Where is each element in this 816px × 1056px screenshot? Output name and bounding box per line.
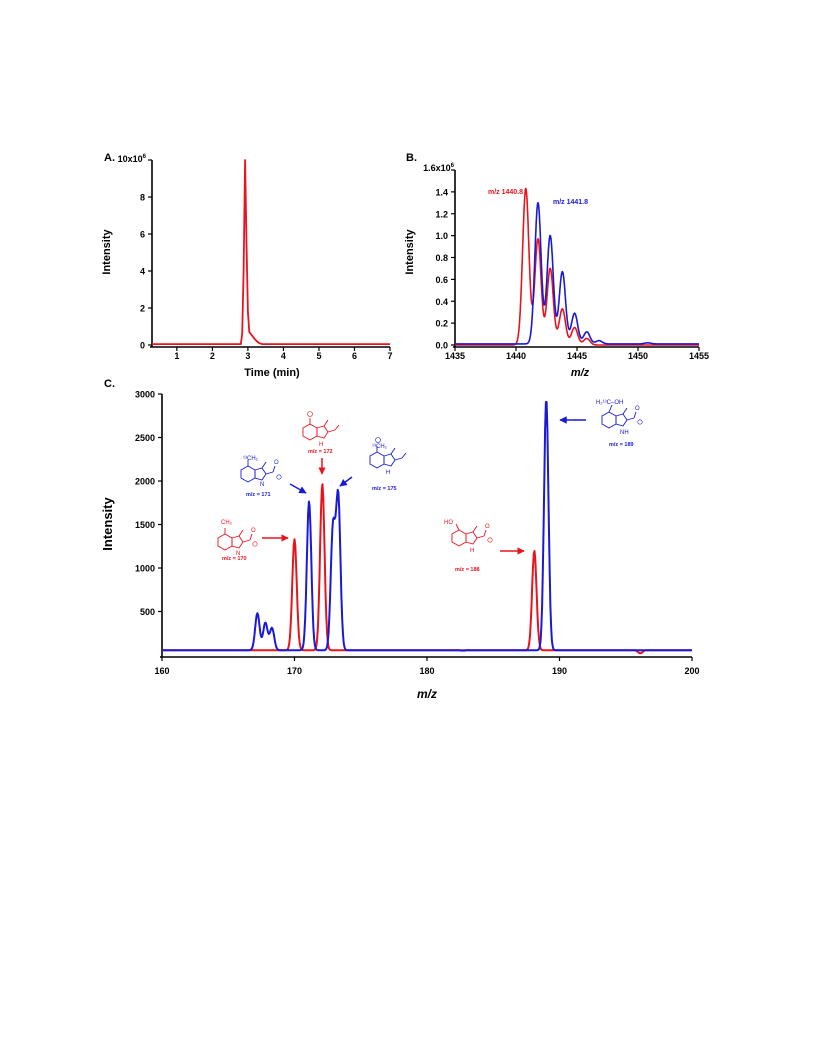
- panel-a-ylabel: Intensity: [101, 229, 113, 275]
- panel-a-ymax-mantissa: 10x10: [118, 154, 143, 164]
- panel-a: A. Intensity Time (min) 10x106 1 2 3 4 5 6 702…: [101, 152, 393, 379]
- panel-b-ymax-mantissa: 1.6x10: [423, 163, 451, 173]
- structure-188-o: O: [485, 524, 490, 530]
- x-tick-label: 3: [245, 351, 250, 361]
- panel-a-ymax-exponent: 6: [143, 154, 147, 160]
- panel-a-axes: 1 2 3 4 5 6 7 0 2 4 6 8: [140, 159, 393, 361]
- panel-b-ymax-label: 1.6x106: [423, 163, 455, 173]
- panel-b-axes: 1435 1440 1445 1450 1455 0.0 0.2 0.4 0.6 0.8 1.0 1.…: [435, 169, 709, 361]
- x-tick-label: 1435: [445, 351, 465, 361]
- annotation-188: m/z = 188: [455, 567, 480, 573]
- panel-b-ymax-exponent: 6: [451, 163, 455, 169]
- y-tick-label: 1500: [135, 520, 155, 530]
- structure-189-o: O: [635, 406, 640, 412]
- structure-175-nh: H: [386, 470, 390, 476]
- structure-171-o: O: [274, 460, 279, 466]
- panel-c: C. Intensity m/z 160 170 180 190 20050010001…: [100, 378, 700, 701]
- y-tick-label: 1.2: [435, 209, 448, 219]
- x-tick-label: 7: [387, 351, 392, 361]
- x-tick-label: 2: [210, 351, 215, 361]
- y-tick-label: 0.4: [435, 297, 448, 307]
- series-line-blue: [161, 401, 693, 652]
- panel-b-label: B.: [406, 152, 417, 164]
- x-tick-label: 1455: [689, 351, 709, 361]
- panel-b: B. Intensity m/z 1.6x106 m/z 1440.8 m/z …: [404, 152, 709, 379]
- y-tick-label: 2000: [135, 477, 155, 487]
- x-tick-label: 1445: [567, 351, 587, 361]
- y-tick-label: 2: [140, 304, 145, 314]
- structure-175: [369, 437, 407, 469]
- structure-172-nh: H: [319, 442, 323, 448]
- x-tick-label: 160: [154, 666, 169, 676]
- panel-b-annotation-red: m/z 1440.8: [488, 189, 523, 196]
- structure-170-n: N: [236, 551, 240, 557]
- y-tick-label: 1.0: [435, 231, 448, 241]
- structure-188-ho: HO: [444, 520, 453, 526]
- arrow-175: [339, 476, 353, 487]
- structure-175-13ch2: ¹³CH₂: [372, 444, 388, 450]
- y-tick-label: 4: [140, 267, 145, 277]
- panel-b-xlabel: m/z: [571, 367, 590, 379]
- y-tick-label: 500: [140, 607, 155, 617]
- panel-c-ylabel: Intensity: [100, 497, 115, 551]
- panel-c-axes: 160 170 180 190 200 500 1000 1500 2000 2500 3000: [135, 390, 700, 677]
- y-tick-label: 6: [140, 230, 145, 240]
- y-tick-label: 0.2: [435, 319, 448, 329]
- x-tick-label: 190: [552, 666, 567, 676]
- x-tick-label: 1: [174, 351, 179, 361]
- x-tick-label: 1440: [506, 351, 526, 361]
- panel-c-series: [161, 401, 693, 655]
- y-tick-label: 0.0: [435, 341, 448, 351]
- structure-171: [240, 460, 282, 483]
- panel-a-ymax-label: 10x106: [118, 154, 147, 164]
- x-tick-label: 200: [684, 666, 699, 676]
- x-tick-label: 180: [419, 666, 434, 676]
- x-tick-label: 1450: [628, 351, 648, 361]
- structure-171-n: N: [260, 482, 264, 488]
- series-line-blue: [454, 201, 700, 345]
- panel-b-series: [454, 187, 700, 346]
- annotation-170: m/z = 170: [222, 556, 247, 562]
- series-line-red: [161, 483, 693, 655]
- y-tick-label: 1000: [135, 564, 155, 574]
- structure-189: [601, 404, 643, 429]
- y-tick-label: 8: [140, 193, 145, 203]
- y-tick-label: 0.6: [435, 275, 448, 285]
- structure-172: [302, 411, 340, 441]
- structure-170: [217, 528, 258, 551]
- x-tick-label: 5: [316, 351, 321, 361]
- series-line-red: [152, 159, 390, 345]
- series-line-red: [454, 187, 700, 346]
- y-tick-label: 0.8: [435, 253, 448, 263]
- x-tick-label: 170: [287, 666, 302, 676]
- arrow-171: [289, 483, 307, 494]
- panel-b-annotation-blue: m/z 1441.8: [553, 199, 588, 206]
- panel-a-xlabel: Time (min): [244, 367, 300, 379]
- panel-a-label: A.: [104, 152, 115, 164]
- annotation-171: m/z = 171: [246, 492, 271, 498]
- panel-b-ylabel: Intensity: [404, 229, 416, 275]
- y-tick-label: 1.4: [435, 187, 448, 197]
- panel-a-series: [152, 159, 390, 345]
- y-tick-label: 0: [140, 341, 145, 351]
- annotation-189: m/z = 189: [609, 442, 634, 448]
- structure-189-nh: NH: [620, 430, 629, 436]
- structure-171-13ch2: ¹³CH₂: [243, 456, 259, 462]
- annotation-175: m/z = 175: [372, 486, 397, 492]
- x-tick-label: 4: [281, 351, 286, 361]
- y-tick-label: 2500: [135, 433, 155, 443]
- x-tick-label: 6: [352, 351, 357, 361]
- structure-189-h213c-oh: H₂¹³C–OH: [596, 400, 623, 406]
- structure-188: [451, 523, 493, 547]
- structure-170-o: O: [251, 528, 256, 534]
- panel-c-xlabel: m/z: [417, 687, 437, 701]
- y-tick-label: 3000: [135, 390, 155, 400]
- panel-c-label: C.: [104, 378, 115, 390]
- structure-188-nh: H: [470, 548, 474, 554]
- structure-170-ch2: CH₂: [221, 520, 233, 526]
- annotation-172: m/z = 172: [308, 449, 333, 455]
